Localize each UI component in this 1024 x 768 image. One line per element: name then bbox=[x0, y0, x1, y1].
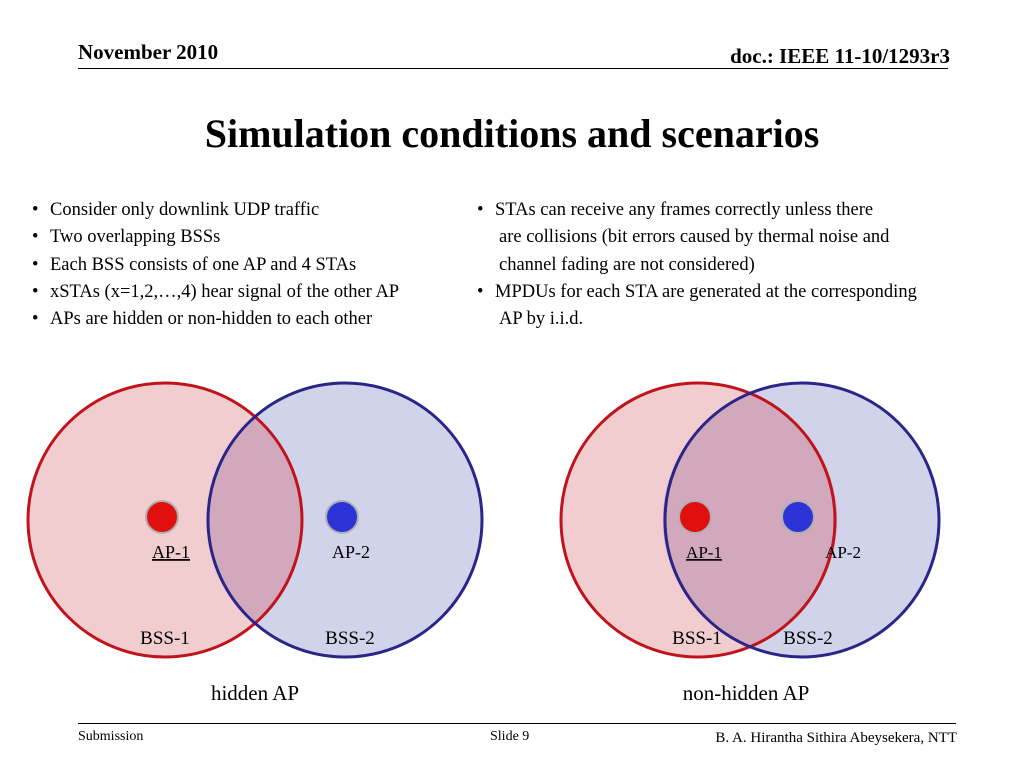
non-hidden-ap-diagram: AP-1 AP-2 BSS-1 BSS-2 non-hidden AP bbox=[559, 381, 941, 705]
ap-1-node bbox=[678, 500, 712, 534]
ap-2-label: AP-2 bbox=[332, 542, 370, 562]
bss-2-label: BSS-2 bbox=[783, 628, 833, 649]
bss-1-label: BSS-1 bbox=[140, 628, 190, 649]
bullet-continuation: channel fading are not considered) bbox=[499, 254, 755, 275]
footer-divider bbox=[78, 723, 956, 724]
diagram-caption: hidden AP bbox=[211, 681, 299, 705]
bss-overlap-region bbox=[662, 392, 838, 648]
bullet-item: Consider only downlink UDP traffic bbox=[30, 197, 460, 225]
bullet-continuation: are collisions (bit errors caused by the… bbox=[499, 227, 890, 248]
ap-2-label: AP-2 bbox=[825, 543, 861, 562]
ap-1-node bbox=[145, 500, 179, 534]
bss-diagrams: AP-1 AP-2 BSS-1 BSS-2 hidden AP AP-1 AP-… bbox=[26, 381, 941, 705]
header-date: November 2010 bbox=[78, 40, 219, 64]
ap-1-label: AP-1 bbox=[686, 543, 722, 562]
footer-author: B. A. Hirantha Sithira Abeysekera, NTT bbox=[715, 730, 957, 746]
ap-2-node bbox=[325, 500, 359, 534]
bullet-continuation: AP by i.i.d. bbox=[499, 309, 584, 330]
right-bullet-list: STAs can receive any frames correctly un… bbox=[475, 197, 1020, 333]
footer-slide-number: Slide 9 bbox=[490, 729, 530, 744]
header-doc-id: doc.: IEEE 11-10/1293r3 bbox=[730, 44, 950, 68]
bss-2-label: BSS-2 bbox=[325, 628, 375, 649]
bullet-item: Two overlapping BSSs bbox=[30, 224, 460, 252]
diagram-caption: non-hidden AP bbox=[683, 681, 810, 705]
bullet-item: Each BSS consists of one AP and 4 STAs bbox=[30, 252, 460, 280]
bss-1-label: BSS-1 bbox=[672, 628, 722, 649]
header-divider bbox=[78, 68, 948, 69]
bullet-item: APs are hidden or non-hidden to each oth… bbox=[30, 306, 460, 334]
left-bullet-list: Consider only downlink UDP traffic Two o… bbox=[30, 197, 460, 334]
bullet-item: STAs can receive any frames correctly un… bbox=[475, 197, 1020, 225]
slide-title: Simulation conditions and scenarios bbox=[204, 111, 820, 156]
hidden-ap-diagram: AP-1 AP-2 BSS-1 BSS-2 hidden AP bbox=[26, 381, 484, 705]
bullet-item: xSTAs (x=1,2,…,4) hear signal of the oth… bbox=[30, 279, 460, 307]
bss-overlap-region bbox=[207, 416, 303, 624]
ap-2-node bbox=[781, 500, 815, 534]
bullet-item: MPDUs for each STA are generated at the … bbox=[475, 279, 1020, 307]
footer-submission: Submission bbox=[78, 729, 144, 744]
ap-1-label: AP-1 bbox=[152, 542, 190, 562]
